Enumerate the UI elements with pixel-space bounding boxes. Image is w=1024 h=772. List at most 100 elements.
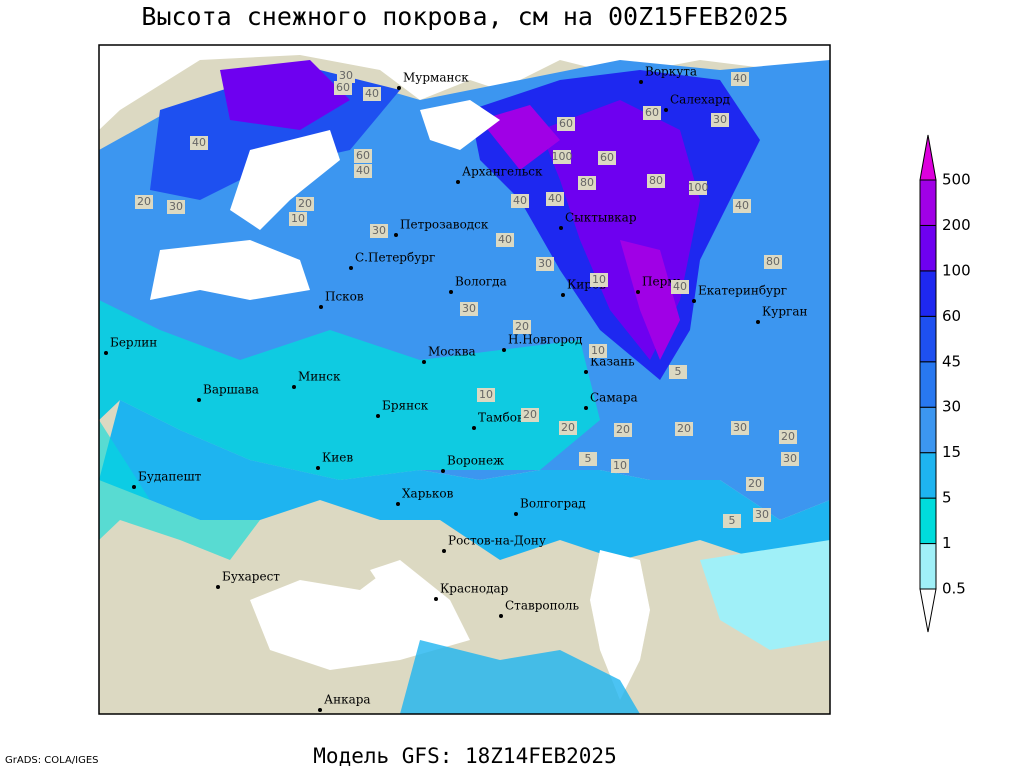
city-label: С.Петербург <box>355 251 435 265</box>
contour-label: 20 <box>781 430 795 443</box>
city-label: Ростов-на-Дону <box>448 534 546 548</box>
city-dot <box>349 266 353 270</box>
contour-label: 20 <box>298 197 312 210</box>
city-dot <box>472 426 476 430</box>
contour-label-box <box>496 233 514 247</box>
city-label: Вологда <box>455 275 507 289</box>
contour-label-box <box>460 302 478 316</box>
city-dot <box>664 108 668 112</box>
colorbar-high <box>919 134 937 181</box>
contour-label-box <box>669 365 687 379</box>
city-label: Минск <box>298 370 341 384</box>
contour-label-box <box>553 150 571 164</box>
city-dot <box>441 469 445 473</box>
colorbar-label: 15 <box>942 443 961 461</box>
colorbar-band <box>919 315 937 363</box>
city-dot <box>376 414 380 418</box>
contour-label: 20 <box>515 320 529 333</box>
contour-label-box <box>733 199 751 213</box>
city-label: Харьков <box>402 487 454 501</box>
city-dot <box>397 86 401 90</box>
city-label: Варшава <box>203 383 259 397</box>
credit: GrADS: COLA/IGES <box>5 755 99 766</box>
contour-label-box <box>536 257 554 271</box>
colorbar-label: 500 <box>942 171 971 189</box>
contour-label-box <box>167 200 185 214</box>
contour-label: 10 <box>592 273 606 286</box>
contour-label: 20 <box>523 408 537 421</box>
contour-label: 30 <box>783 452 797 465</box>
contour-label-box <box>557 117 575 131</box>
contour-label: 40 <box>735 199 749 212</box>
contour-label-box <box>746 477 764 491</box>
contour-label-box <box>643 106 661 120</box>
colorbar-band <box>919 361 937 408</box>
contour-label: 40 <box>548 192 562 205</box>
contour-label-box <box>671 280 689 294</box>
contour-label: 30 <box>169 200 183 213</box>
contour-label-box <box>511 194 529 208</box>
contour-label-box <box>614 423 632 437</box>
city-label: Екатеринбург <box>698 284 787 298</box>
city-dot <box>502 348 506 352</box>
contour-label: 60 <box>600 151 614 164</box>
contour-label: 40 <box>365 87 379 100</box>
city-dot <box>216 585 220 589</box>
contour-label: 60 <box>559 117 573 130</box>
contour-label: 30 <box>733 421 747 434</box>
contour-label-box <box>559 421 577 435</box>
colorbar-band <box>919 224 937 272</box>
city-label: Салехард <box>670 93 730 107</box>
city-dot <box>584 370 588 374</box>
contour-label: 20 <box>677 422 691 435</box>
contour-label-box <box>731 72 749 86</box>
city-label: Краснодар <box>440 582 509 596</box>
colorbar-band <box>919 406 937 454</box>
contour-label-box <box>354 149 372 163</box>
title: Высота снежного покрова, см на 00Z15FEB2… <box>141 2 788 31</box>
contour-label: 60 <box>645 106 659 119</box>
contour-label: 30 <box>339 69 353 82</box>
contour-label-box <box>723 514 741 528</box>
contour-label-box <box>135 195 153 209</box>
contour-label: 40 <box>733 72 747 85</box>
contour-label-box <box>611 459 629 473</box>
contour-label-box <box>590 273 608 287</box>
contour-label-box <box>477 388 495 402</box>
city-label: Воркута <box>645 65 697 79</box>
city-dot <box>514 512 518 516</box>
footer: Модель GFS: 18Z14FEB2025 <box>313 744 616 768</box>
colorbar-label: 100 <box>942 261 971 279</box>
city-dot <box>319 305 323 309</box>
city-label: Н.Новгород <box>508 333 583 347</box>
contour-label-box <box>647 174 665 188</box>
city-dot <box>559 226 563 230</box>
city-label: Мурманск <box>403 71 469 85</box>
contour-label: 10 <box>479 388 493 401</box>
colorbar-label: 60 <box>942 307 961 325</box>
map <box>98 44 831 715</box>
city-dot <box>104 351 108 355</box>
colorbar-label: 5 <box>942 489 952 507</box>
city-label: Киев <box>322 451 353 465</box>
contour-label-box <box>675 422 693 436</box>
contour-label-box <box>753 508 771 522</box>
contour-label-box <box>289 212 307 226</box>
city-dot <box>442 549 446 553</box>
city-dot <box>639 80 643 84</box>
contour-label-box <box>764 255 782 269</box>
city-label: Брянск <box>382 399 429 413</box>
contour-label: 80 <box>766 255 780 268</box>
city-label: Волгоград <box>520 497 586 511</box>
city-dot <box>449 290 453 294</box>
contour-label-box <box>689 181 707 195</box>
city-label: Воронеж <box>447 454 504 468</box>
city-dot <box>636 290 640 294</box>
city-dot <box>756 320 760 324</box>
colorbar-band <box>919 270 937 317</box>
contour-label: 20 <box>561 421 575 434</box>
contour-label-box <box>579 452 597 466</box>
city-label: Архангельск <box>462 165 543 179</box>
contour-label-box <box>779 430 797 444</box>
